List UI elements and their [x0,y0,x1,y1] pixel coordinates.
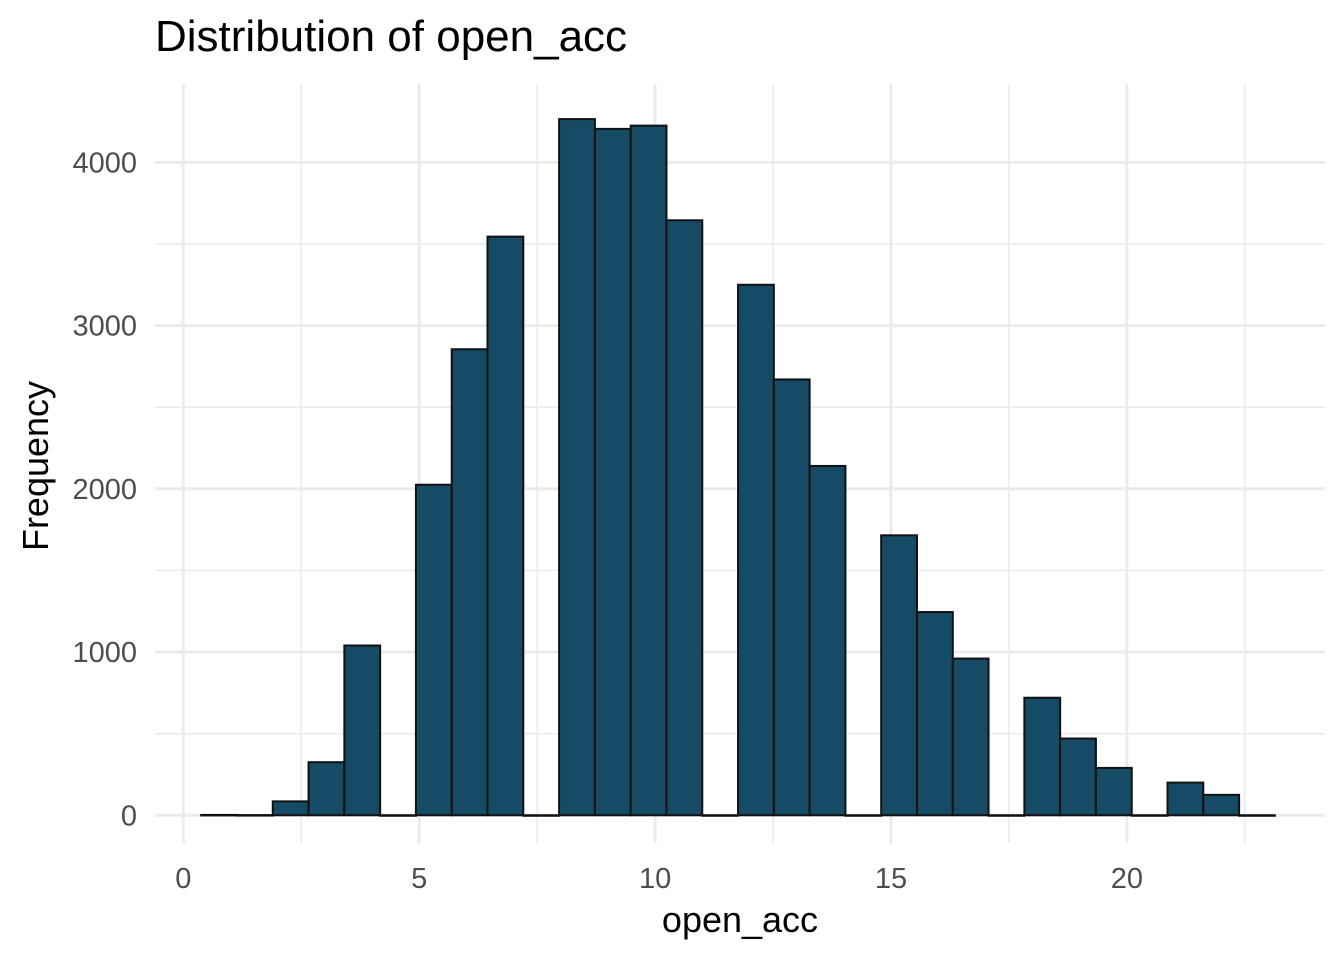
histogram-bar [343,644,382,817]
histogram-bar [880,534,918,817]
histogram-bar [808,464,847,817]
histogram-bar [844,814,883,817]
histogram-bar [235,814,274,817]
histogram-bar [558,118,596,817]
histogram-bar [200,813,238,817]
histogram-bar [1166,781,1205,817]
histogram-bar [593,127,632,817]
histogram-bar [379,814,417,817]
histogram-bar [486,235,525,817]
histogram-bar [701,814,740,817]
histogram-bar [951,657,990,817]
chart-title: Distribution of open_acc [155,12,628,61]
y-axis-label: Frequency [15,381,56,551]
histogram-bar [414,483,453,817]
y-tick-label: 4000 [72,147,137,179]
histogram-bar [1130,814,1169,817]
histogram-bar [307,761,346,817]
histogram-bar [1202,793,1241,817]
x-tick-label: 20 [1111,863,1143,895]
x-tick-label: 15 [875,863,907,895]
y-axis-ticks: 0 1000 2000 3000 4000 [72,147,137,832]
histogram-bar [1023,696,1062,817]
x-tick-label: 0 [175,863,191,895]
histogram-bar [522,814,561,817]
histogram-bar [987,814,1026,817]
y-tick-label: 3000 [72,311,137,343]
histogram-bar [665,219,704,817]
y-tick-label: 2000 [72,474,137,506]
histogram-bars [200,118,1276,817]
histogram-bar [271,800,310,817]
histogram-bar [737,283,775,817]
histogram-bar [450,348,489,817]
histogram-bar [1094,766,1133,817]
y-tick-label: 1000 [72,637,137,669]
histogram-bar [915,611,954,817]
y-tick-label: 0 [121,800,137,832]
x-axis-ticks: 0 5 10 15 20 [175,863,1143,895]
x-axis-label: open_acc [662,899,818,940]
x-tick-label: 5 [411,863,427,895]
histogram-bar [1059,737,1097,817]
histogram-bar [629,124,668,817]
histogram-bar [1238,814,1276,817]
x-tick-label: 10 [639,863,671,895]
histogram-bar [772,378,811,817]
